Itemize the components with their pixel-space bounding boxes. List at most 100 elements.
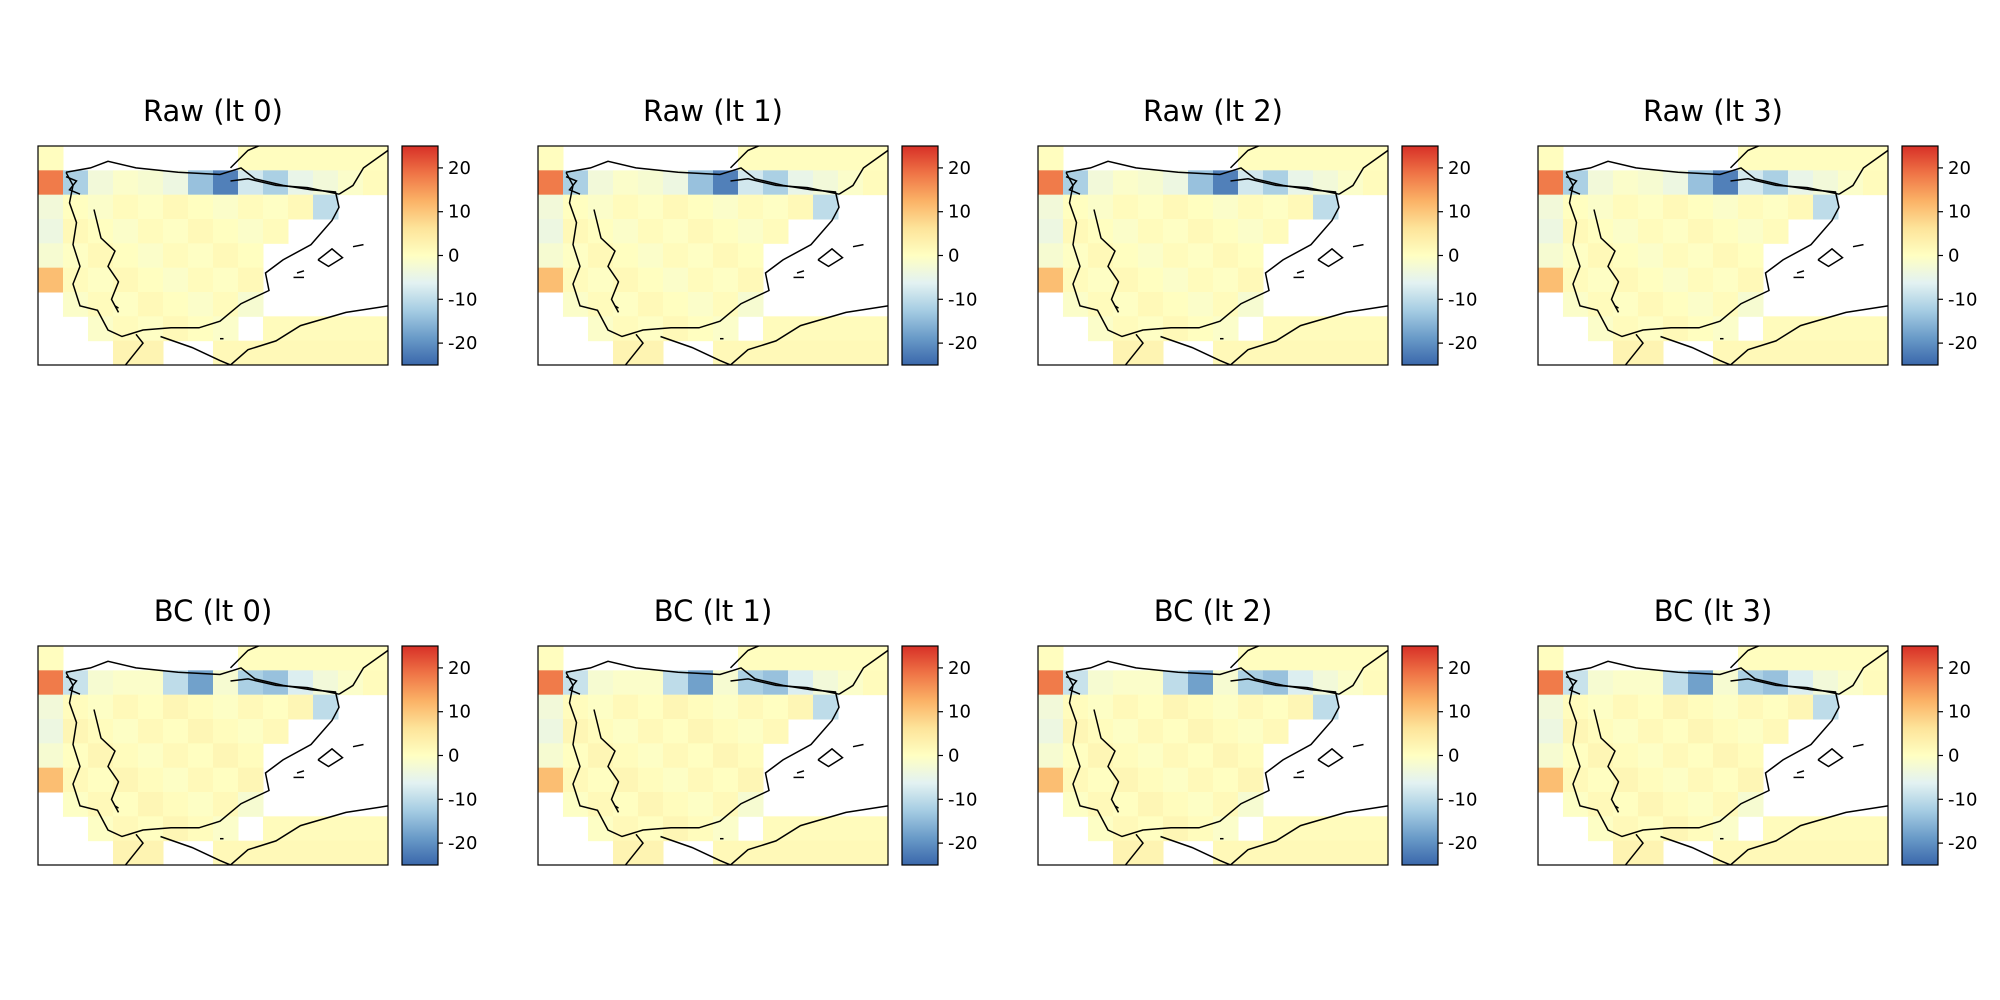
grid-cell [588,170,614,196]
grid-cell [1238,694,1264,720]
panel-title: BC (lt 2) [1154,594,1273,628]
grid-cell [813,840,839,865]
grid-cell [1663,194,1689,220]
grid-cell [1813,646,1839,671]
grid-cell [1813,146,1839,171]
coastline-path [565,176,581,195]
grid-cell [1638,743,1664,769]
coastline-path [1230,178,1340,195]
coastline-path [1065,160,1340,338]
grid-cell [1138,219,1164,244]
coastline-path [1838,149,1888,195]
grid-cell [1838,316,1864,342]
grid-cell [1738,767,1764,793]
grid-cell [1163,292,1189,317]
coastline-path [65,660,340,838]
grid-cell [138,267,164,293]
grid-cell [213,816,239,842]
grid-cell [138,767,164,793]
grid-cell [713,219,739,244]
grid-cell [1588,816,1614,842]
grid-cell [1738,670,1764,696]
grid-cell [163,243,189,269]
grid-cell [1088,719,1114,744]
coastline-path [1730,678,1840,695]
grid-cell [1588,316,1614,342]
grid-cell [1313,816,1339,842]
grid-cell [288,316,314,342]
grid-cell [1663,219,1689,244]
grid-cell [113,719,139,744]
coastline-path [229,146,259,169]
grid-cell [788,694,814,720]
coastline-path [730,178,840,195]
grid-cell [238,146,264,171]
grid-cell [638,170,664,196]
grid-cell [88,194,114,220]
grid-cell [1238,719,1264,744]
grid-cell [1213,292,1239,317]
grid-cell [163,719,189,744]
value-grid [38,146,388,365]
grid-cell [88,292,114,317]
grid-cell [213,292,239,317]
grid-cell [1063,194,1089,220]
grid-cell [613,792,639,817]
grid-cell [1213,816,1239,842]
grid-cell [238,694,264,720]
grid-cell [38,243,64,269]
grid-cell [738,646,764,671]
coastline-path [1624,833,1644,865]
coastline-path [1593,209,1620,313]
grid-cell [113,743,139,769]
grid-cell [1238,792,1264,817]
grid-cell [1638,719,1664,744]
grid-cell [1738,219,1764,244]
grid-cell [288,840,314,865]
grid-cell [1538,719,1564,744]
grid-cell [1038,170,1064,196]
coastline-path [1114,305,1119,309]
grid-cell [263,694,289,720]
colorbar-tick-label: 10 [448,702,471,723]
grid-cell [238,646,264,671]
grid-cell [788,816,814,842]
grid-cell [688,767,714,793]
grid-cell [138,219,164,244]
grid-cell [1613,816,1639,842]
grid-cell [1538,170,1564,196]
colorbar-tick-label: 0 [948,246,959,267]
grid-cell [538,243,564,269]
coastline-path [1817,747,1844,768]
grid-cell [113,194,139,220]
coastline-path [1229,646,1259,669]
colorbar [901,145,939,366]
colorbar-tick-label: -10 [1948,789,1977,810]
grid-cell [1538,670,1564,696]
grid-cell [688,194,714,220]
grid-cell [188,792,214,817]
grid-cell [663,670,689,696]
grid-cell [238,340,264,365]
grid-cell [1363,816,1388,842]
grid-cell [113,792,139,817]
grid-cell [1838,816,1864,842]
grid-cell [1863,670,1888,696]
grid-cell [1688,219,1714,244]
grid-cell [613,219,639,244]
grid-cell [163,170,189,196]
grid-cell [188,767,214,793]
coastline-path [593,209,620,313]
grid-cell [538,194,564,220]
grid-cell [263,194,289,220]
grid-cell [1713,792,1739,817]
grid-cell [1613,792,1639,817]
grid-cell [1038,219,1064,244]
grid-cell [1263,719,1289,744]
grid-cell [1263,694,1289,720]
grid-cell [1088,194,1114,220]
grid-cell [738,243,764,269]
grid-cell [1238,243,1264,269]
coastline-path [730,305,888,365]
grid-cell [1763,194,1789,220]
